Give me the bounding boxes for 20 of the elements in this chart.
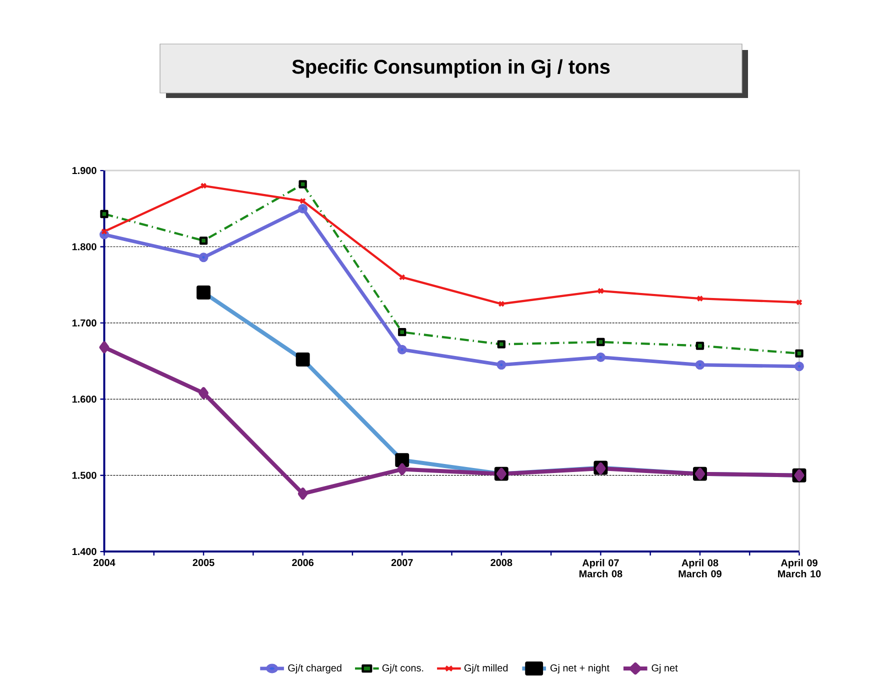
x-tick-label: 2007 xyxy=(391,559,413,566)
x-tick-label: 2005 xyxy=(192,559,214,566)
x-tick-label: 2004 xyxy=(94,559,116,566)
x-tick-label: 2008 xyxy=(490,559,512,566)
x-tick-label: 2006 xyxy=(292,559,314,566)
y-tick-label: 1.700 xyxy=(72,319,96,327)
legend-label: Gj net + night xyxy=(550,664,610,674)
legend-label: Gj/t charged xyxy=(288,664,342,674)
x-tick-label: April 09 March 10 xyxy=(778,559,821,578)
legend-label: Gj net xyxy=(652,664,678,674)
legend-label: Gj/t cons. xyxy=(382,664,424,674)
legend-label: Gj/t milled xyxy=(464,664,508,674)
y-tick-label: 1.500 xyxy=(72,472,96,479)
y-tick-label: 1.400 xyxy=(72,548,96,556)
x-tick-label: April 08 March 09 xyxy=(678,559,722,578)
y-tick-label: 1.800 xyxy=(72,243,96,250)
x-tick-label: April 07 March 08 xyxy=(579,559,622,578)
y-tick-label: 1.600 xyxy=(72,396,96,403)
y-tick-label: 1.900 xyxy=(72,167,96,174)
chart-title: Specific Consumption in Gj / tons xyxy=(292,59,610,78)
